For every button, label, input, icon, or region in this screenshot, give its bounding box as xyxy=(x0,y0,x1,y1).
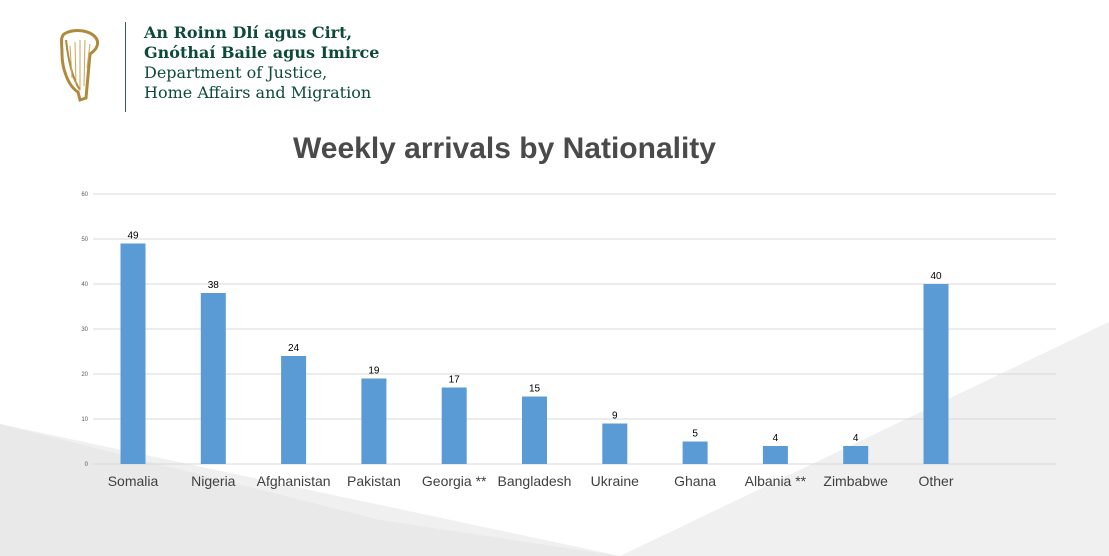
data-label: 24 xyxy=(288,343,300,354)
data-label: 17 xyxy=(449,375,461,386)
x-tick-label: Bangladesh xyxy=(498,473,572,489)
y-tick-label: 30 xyxy=(81,327,88,333)
department-logo: An Roinn Dlí agus Cirt, Gnóthaí Baile ag… xyxy=(56,18,386,114)
data-label: 15 xyxy=(529,384,541,395)
data-label: 38 xyxy=(208,280,220,291)
bar xyxy=(361,378,387,464)
data-label: 4 xyxy=(853,433,859,444)
background-swoosh-lower xyxy=(0,424,620,556)
bar xyxy=(281,356,307,464)
x-tick-label: Georgia ** xyxy=(422,473,487,489)
y-tick-label: 20 xyxy=(81,372,88,378)
irish-name-line2: Gnóthaí Baile agus Imirce xyxy=(144,43,380,62)
bar xyxy=(522,396,547,464)
department-name: An Roinn Dlí agus Cirt, Gnóthaí Baile ag… xyxy=(144,23,379,103)
y-tick-label: 10 xyxy=(81,417,88,423)
y-tick-label: 0 xyxy=(85,462,89,468)
bar xyxy=(441,387,467,464)
x-tick-label: Other xyxy=(918,473,953,489)
y-tick-label: 50 xyxy=(81,237,88,243)
x-tick-label: Ghana xyxy=(674,473,716,489)
bar xyxy=(200,293,226,464)
data-label: 4 xyxy=(773,433,779,444)
irish-name-line1: An Roinn Dlí agus Cirt, xyxy=(144,23,353,42)
x-tick-label: Somalia xyxy=(108,473,159,489)
x-tick-label: Nigeria xyxy=(191,473,236,489)
y-tick-label: 40 xyxy=(81,282,88,288)
harp-emblem-icon xyxy=(60,29,100,102)
x-tick-label: Pakistan xyxy=(347,473,401,489)
x-tick-label: Afghanistan xyxy=(257,473,331,489)
x-tick-label: Albania ** xyxy=(745,473,807,489)
data-label: 49 xyxy=(127,231,139,242)
english-name-line1: Department of Justice, xyxy=(144,63,328,82)
x-tick-label: Ukraine xyxy=(591,473,639,489)
data-label: 19 xyxy=(368,366,380,377)
bar xyxy=(602,423,628,464)
bar xyxy=(843,446,869,464)
data-label: 5 xyxy=(692,429,698,440)
bar xyxy=(682,441,708,464)
logo-divider xyxy=(125,22,126,112)
bar xyxy=(923,284,949,464)
english-name-line2: Home Affairs and Migration xyxy=(144,83,372,102)
bar xyxy=(762,446,788,464)
y-tick-label: 60 xyxy=(81,192,88,198)
chart-title: Weekly arrivals by Nationality xyxy=(293,132,716,165)
bar xyxy=(120,243,146,464)
x-tick-label: Zimbabwe xyxy=(823,473,888,489)
data-label: 9 xyxy=(612,411,618,422)
data-label: 40 xyxy=(930,271,942,282)
